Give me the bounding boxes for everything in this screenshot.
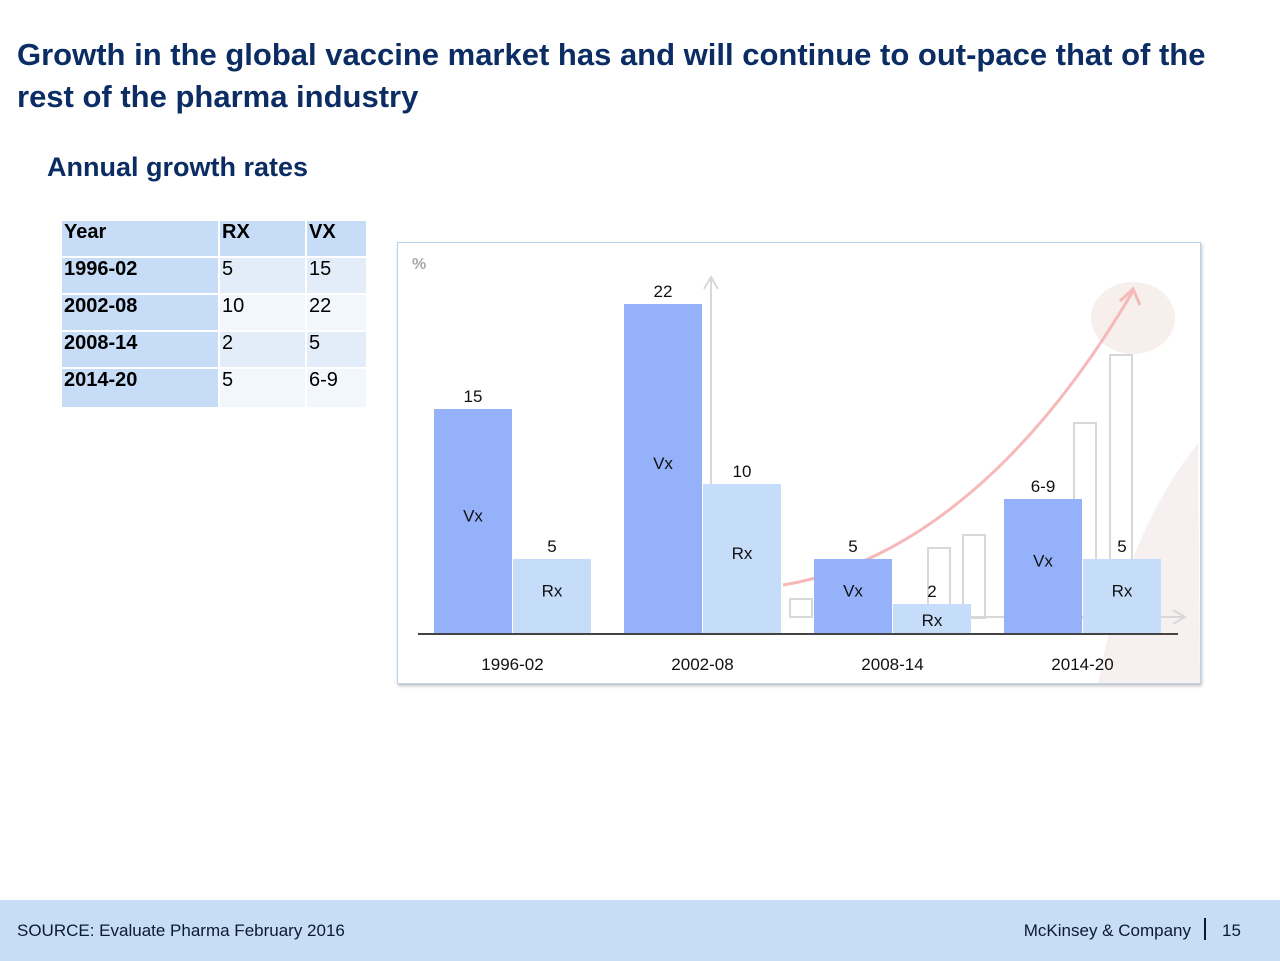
bar-rx-2008-14	[893, 604, 971, 634]
series-label-vx-1996-02: Vx	[463, 507, 483, 526]
series-label-vx-2008-14: Vx	[843, 582, 863, 601]
data-label-vx-2008-14: 5	[848, 537, 857, 556]
x-tick-label-2002-08: 2002-08	[671, 655, 733, 674]
chart-canvas: % 15 Vx 5 Rx 1996-02 22 Vx 10 Rx 2002-08 5 Vx 2 Rx 200…	[412, 256, 1200, 683]
series-label-vx-2014-20: Vx	[1033, 552, 1053, 571]
series-label-rx-2008-14: Rx	[922, 611, 943, 630]
cell-vx: 5	[307, 332, 366, 367]
unit-label: %	[412, 256, 426, 273]
cell-year: 2008-14	[62, 332, 218, 367]
growth-rate-table: Year RX VX 1996-02 5 15 2002-08 10 22 20…	[60, 219, 368, 409]
x-tick-label-1996-02: 1996-02	[481, 655, 543, 674]
series-label-rx-1996-02: Rx	[542, 582, 563, 601]
cell-rx: 5	[220, 369, 305, 407]
data-label-rx-2014-20: 5	[1117, 537, 1126, 556]
header-vx: VX	[307, 221, 366, 256]
table-header-row: Year RX VX	[62, 221, 366, 256]
header-rx: RX	[220, 221, 305, 256]
source-note: SOURCE: Evaluate Pharma February 2016	[17, 921, 345, 940]
bar-vx-2002-08	[624, 304, 702, 634]
bar-rx-2002-08	[703, 484, 781, 634]
bar-vx-1996-02	[434, 409, 512, 634]
data-label-rx-2002-08: 10	[733, 462, 752, 481]
cell-rx: 10	[220, 295, 305, 330]
growth-bar-chart: % 15 Vx 5 Rx 1996-02 22 Vx 10 Rx 2002-08 5 Vx 2 Rx 200…	[397, 242, 1201, 684]
brand-name: McKinsey & Company	[1023, 921, 1191, 940]
bar-rx-1996-02	[513, 559, 591, 634]
chart-subtitle: Annual growth rates	[47, 152, 309, 182]
table-row: 2014-20 5 6-9	[62, 369, 366, 407]
footer-separator	[1204, 918, 1206, 940]
cell-rx: 5	[220, 258, 305, 293]
cell-year: 2014-20	[62, 369, 218, 407]
data-label-vx-1996-02: 15	[464, 387, 483, 406]
cell-year: 1996-02	[62, 258, 218, 293]
series-label-rx-2014-20: Rx	[1112, 582, 1133, 601]
cell-vx: 22	[307, 295, 366, 330]
footer-bar: SOURCE: Evaluate Pharma February 2016 Mc…	[0, 900, 1280, 961]
table-row: 2002-08 10 22	[62, 295, 366, 330]
cell-vx: 6-9	[307, 369, 366, 407]
cell-rx: 2	[220, 332, 305, 367]
data-label-vx-2002-08: 22	[654, 282, 673, 301]
data-label-rx-1996-02: 5	[547, 537, 556, 556]
bar-rx-2014-20	[1083, 559, 1161, 634]
data-label-rx-2008-14: 2	[927, 582, 936, 601]
cell-vx: 15	[307, 258, 366, 293]
header-year: Year	[62, 221, 218, 256]
cell-year: 2002-08	[62, 295, 218, 330]
x-tick-label-2014-20: 2014-20	[1051, 655, 1113, 674]
slide-title: Growth in the global vaccine market has …	[17, 37, 1206, 114]
series-label-rx-2002-08: Rx	[732, 544, 753, 563]
page-number: 15	[1222, 921, 1241, 940]
x-tick-label-2008-14: 2008-14	[861, 655, 923, 674]
series-label-vx-2002-08: Vx	[653, 454, 673, 473]
bar-vx-2014-20	[1004, 499, 1082, 634]
bar-vx-2008-14	[814, 559, 892, 634]
table-row: 1996-02 5 15	[62, 258, 366, 293]
table-row: 2008-14 2 5	[62, 332, 366, 367]
data-label-vx-2014-20: 6-9	[1031, 477, 1056, 496]
